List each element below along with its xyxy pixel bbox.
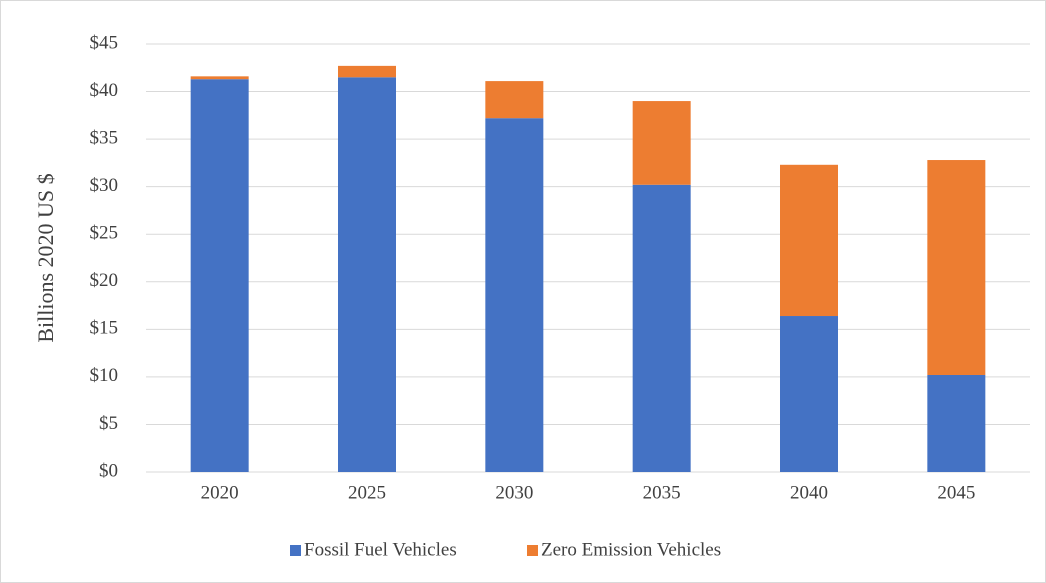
x-tick-label: 2025 [348,482,386,503]
x-tick-label: 2030 [495,482,533,503]
bar-segment [780,164,838,317]
legend-swatch [527,545,538,556]
bar-segment [927,374,986,472]
y-axis-label: Billions 2020 US $ [33,173,58,342]
bar-segment [927,160,986,375]
bar-segment [190,76,249,80]
x-tick-label: 2020 [201,482,239,503]
bar-segment [338,77,396,473]
bar-segment [190,79,249,473]
bar-segment [485,81,544,119]
y-tick-label: $35 [90,127,119,148]
y-tick-label: $45 [90,32,119,53]
y-tick-label: $40 [90,80,119,101]
bar-segment [632,101,691,185]
x-tick-label: 2045 [937,482,975,503]
legend-label: Zero Emission Vehicles [541,539,721,560]
y-tick-label: $10 [90,365,119,386]
y-tick-label: $20 [90,270,119,291]
y-tick-label: $15 [90,318,119,339]
bar-segment [632,184,691,472]
legend-swatch [290,545,301,556]
legend-label: Fossil Fuel Vehicles [304,539,457,560]
x-tick-label: 2040 [790,482,828,503]
bar-segment [485,118,544,472]
y-tick-label: $0 [99,460,118,481]
y-tick-label: $5 [99,413,118,434]
bar-segment [338,65,396,78]
y-tick-label: $30 [90,175,119,196]
x-tick-label: 2035 [643,482,681,503]
y-tick-label: $25 [90,223,119,244]
bar-segment [780,316,838,472]
